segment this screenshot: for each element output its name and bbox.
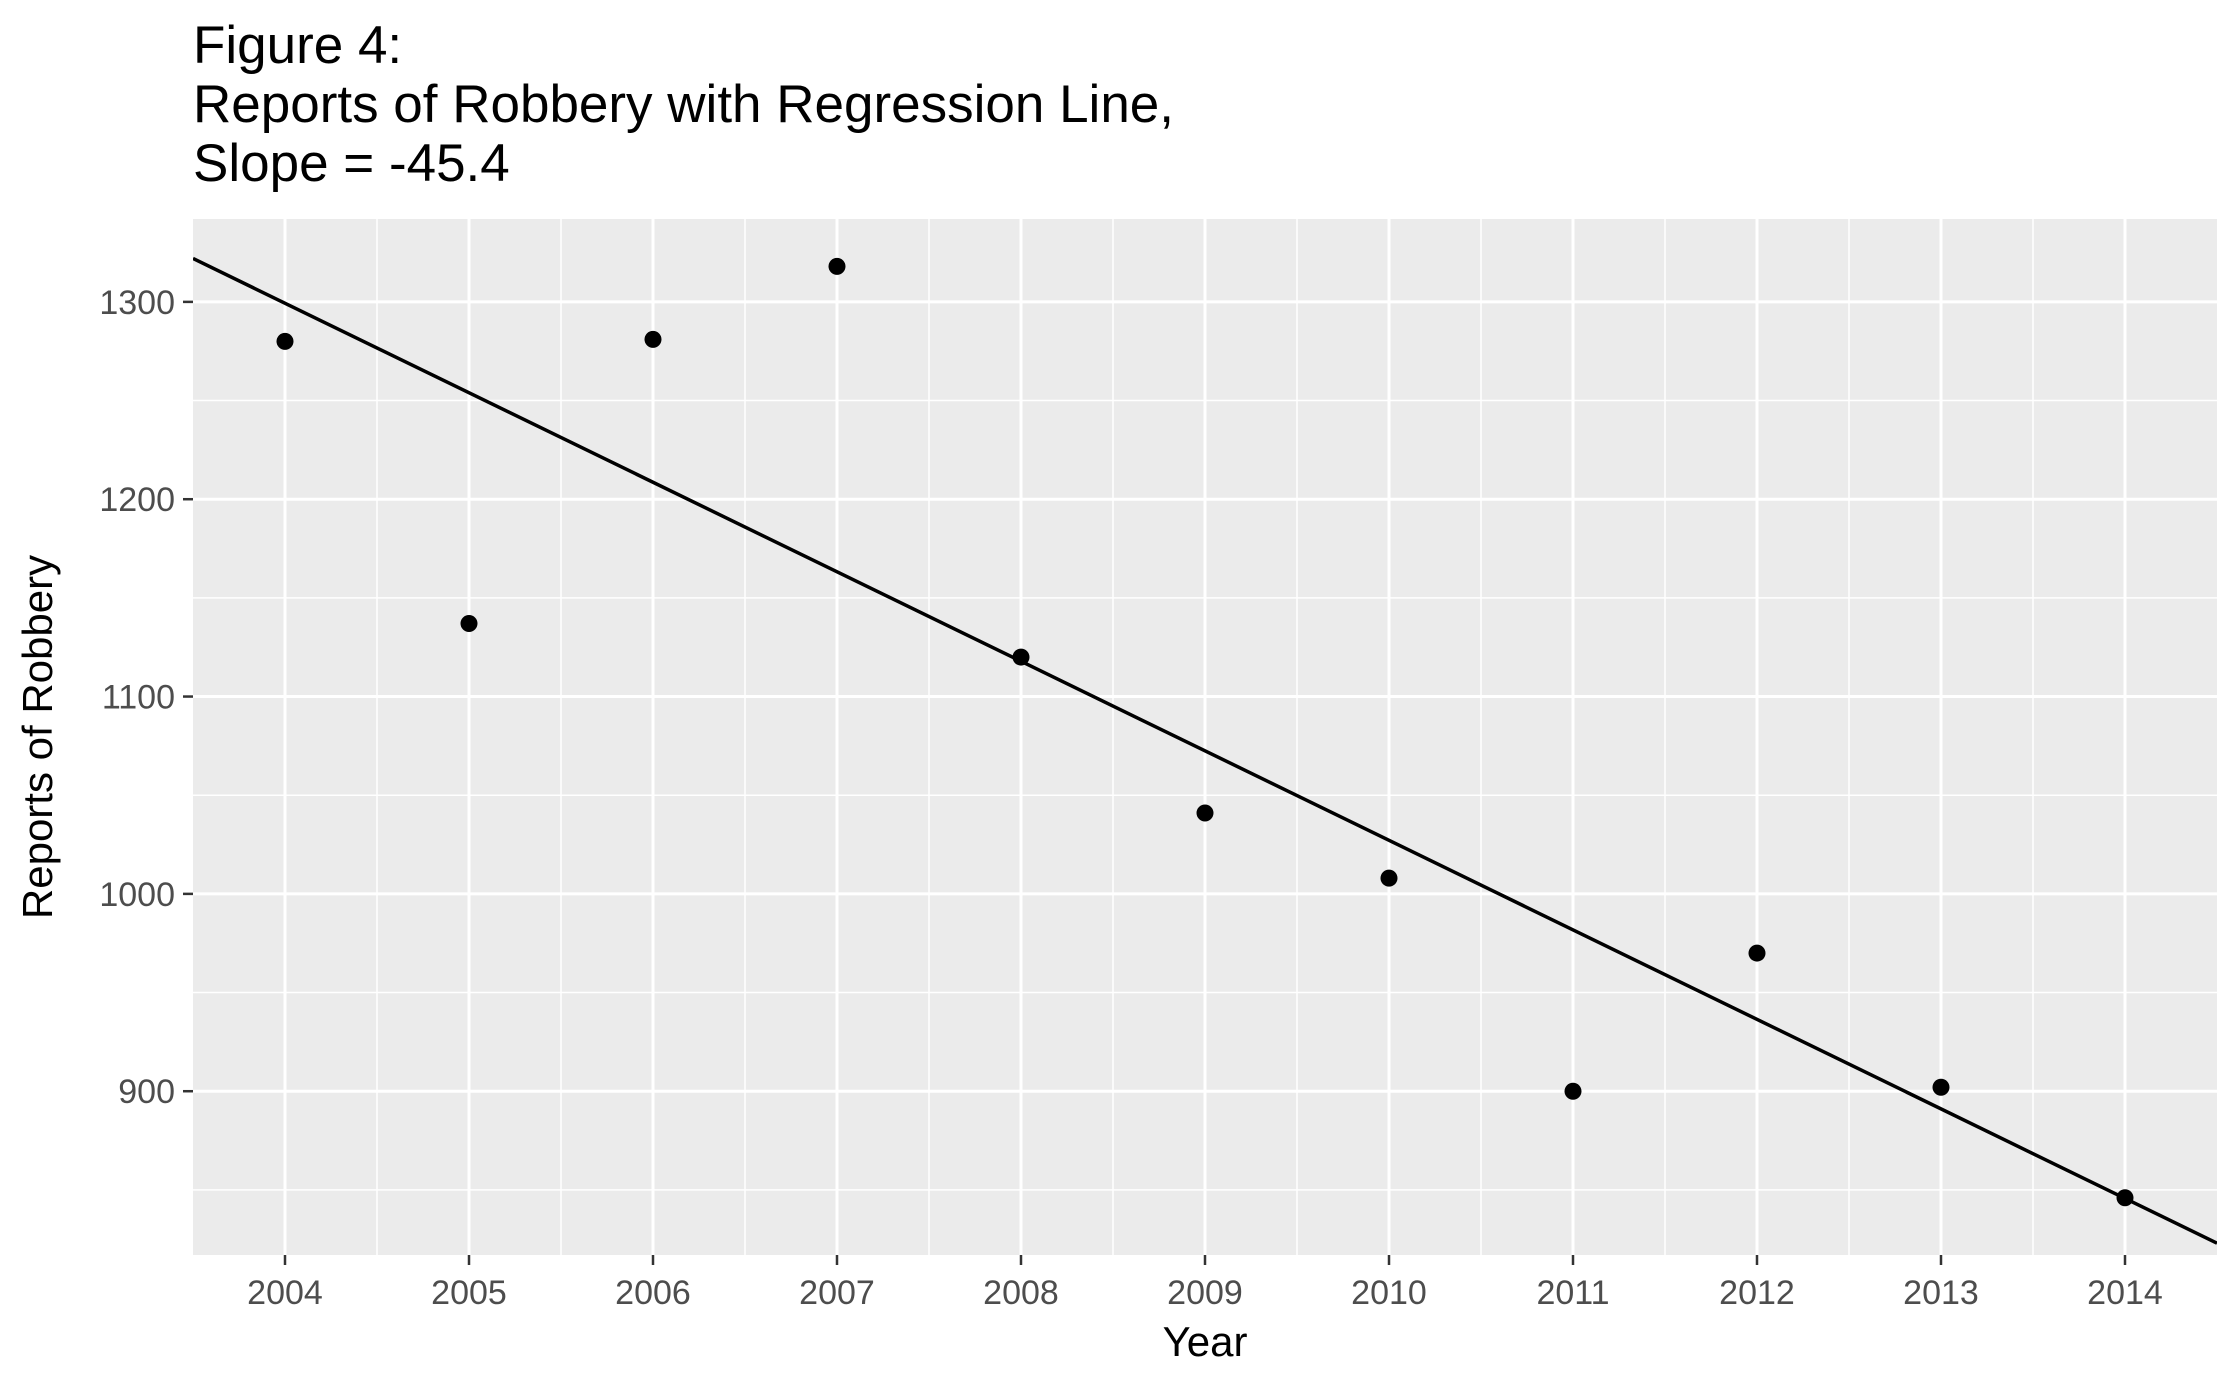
data-point-2013 [1932,1078,1950,1096]
x-tick-label: 2010 [1351,1274,1427,1312]
chart-title: Figure 4:Reports of Robbery with Regress… [193,16,1174,193]
x-axis-title: Year [1163,1318,1248,1365]
data-point-2009 [1196,804,1214,822]
y-axis-title: Reports of Robbery [14,555,61,919]
y-tick-label: 1200 [99,481,175,519]
y-tick-label: 900 [118,1073,175,1111]
y-tick-label: 1300 [99,284,175,322]
x-tick-label: 2014 [2087,1274,2163,1312]
data-point-2010 [1380,869,1398,887]
x-tick-label: 2005 [431,1274,507,1312]
data-point-2012 [1748,944,1766,962]
y-tick-label: 1000 [99,876,175,914]
data-points [276,257,2134,1207]
data-point-2004 [276,332,294,350]
chart-title-line-1: Figure 4: [193,16,402,75]
x-tick-label: 2011 [1536,1274,1609,1312]
major-gridlines [193,219,2217,1255]
chart-title-line-2: Reports of Robbery with Regression Line, [193,75,1174,134]
x-tick-label: 2012 [1719,1274,1795,1312]
x-tick-label: 2008 [983,1274,1059,1312]
data-point-2005 [460,615,478,633]
x-tick-label: 2006 [615,1274,691,1312]
regression-line [193,256,2217,1245]
x-axis: 2004 2005 2006 2007 2008 2009 2010 2011 2012 2013… [247,1255,2163,1312]
y-tick-label: 1100 [102,679,175,717]
chart-title-line-3: Slope = -45.4 [193,134,510,193]
data-point-2011 [1564,1082,1582,1100]
data-point-2014 [2116,1189,2134,1207]
data-point-2008 [1012,648,1030,666]
data-point-2006 [644,330,662,348]
x-tick-label: 2009 [1167,1274,1243,1312]
x-tick-label: 2007 [799,1274,875,1312]
x-tick-label: 2004 [247,1274,323,1312]
data-point-2007 [828,257,846,275]
y-axis: 900 1000 1100 1200 1300 [99,284,193,1111]
x-tick-label: 2013 [1903,1274,1979,1312]
